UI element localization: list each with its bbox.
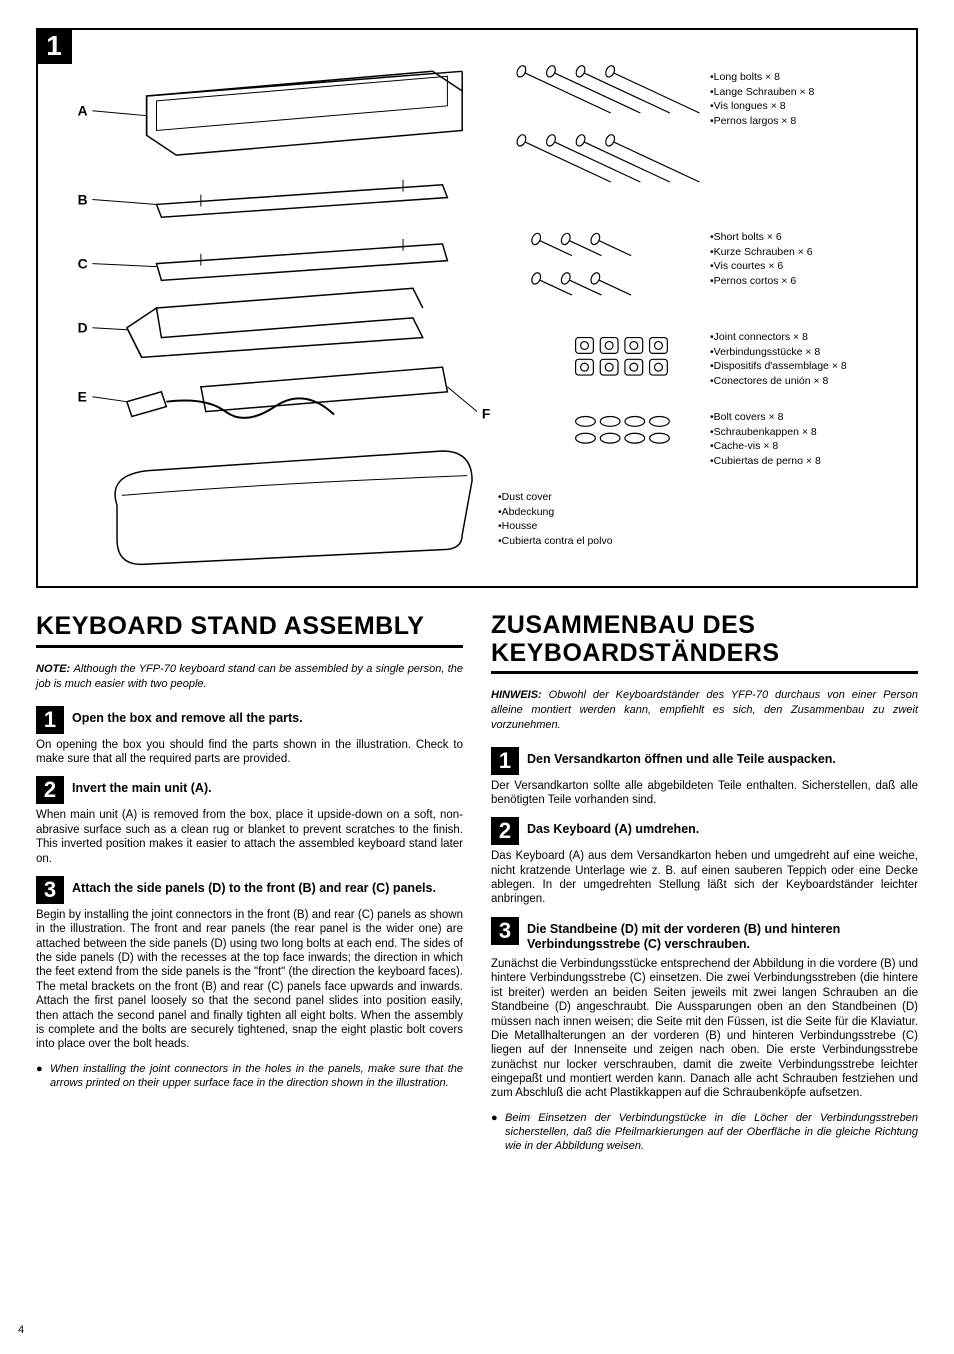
de-step-3: 3 Die Standbeine (D) mit der vorderen (B…	[491, 917, 918, 1101]
english-bullet-note: When installing the joint connectors in …	[36, 1062, 463, 1091]
long-bolts-labels: •Long bolts × 8 •Lange Schrauben × 8 •Vi…	[710, 70, 814, 129]
en-step-3: 3 Attach the side panels (D) to the fron…	[36, 876, 463, 1052]
step-number-3: 3	[491, 917, 519, 945]
step-title: Invert the main unit (A).	[72, 776, 212, 797]
german-bullet-note: Beim Einsetzen der Verbindungstücke in d…	[491, 1111, 918, 1154]
part-label-f: F	[482, 406, 490, 421]
step-body: Das Keyboard (A) aus dem Versandkarton h…	[491, 849, 918, 907]
note-label: HINWEIS:	[491, 689, 542, 701]
short-bolts-labels: •Short bolts × 6 •Kurze Schrauben × 6 •V…	[710, 230, 813, 289]
step-body: When main unit (A) is removed from the b…	[36, 808, 463, 866]
en-step-2: 2 Invert the main unit (A). When main un…	[36, 776, 463, 866]
english-note: NOTE: Although the YFP-70 keyboard stand…	[36, 662, 463, 692]
step-number-1: 1	[491, 747, 519, 775]
step-body: Der Versandkarton sollte alle abgebildet…	[491, 779, 918, 808]
step-title: Den Versandkarton öffnen und alle Teile …	[527, 747, 836, 768]
part-label-c: C	[78, 257, 88, 272]
step-title: Das Keyboard (A) umdrehen.	[527, 817, 699, 838]
part-label-a: A	[78, 104, 88, 119]
step-body: On opening the box you should find the p…	[36, 738, 463, 767]
step-title: Attach the side panels (D) to the front …	[72, 876, 436, 897]
bolt-covers-labels: •Bolt covers × 8 •Schraubenkappen × 8 •C…	[710, 410, 821, 469]
note-label: NOTE:	[36, 663, 70, 675]
joint-connectors-labels: •Joint connectors × 8 •Verbindungsstücke…	[710, 330, 847, 389]
en-step-1: 1 Open the box and remove all the parts.…	[36, 706, 463, 767]
note-body: Although the YFP-70 keyboard stand can b…	[36, 663, 463, 690]
step-title: Open the box and remove all the parts.	[72, 706, 303, 727]
english-title: KEYBOARD STAND ASSEMBLY	[36, 612, 463, 648]
page-number: 4	[18, 1324, 24, 1336]
step-number-1: 1	[36, 706, 64, 734]
step-title: Die Standbeine (D) mit der vorderen (B) …	[527, 917, 918, 953]
part-label-d: D	[78, 321, 88, 336]
step-number-2: 2	[491, 817, 519, 845]
step-number-3: 3	[36, 876, 64, 904]
dust-cover-labels: •Dust cover •Abdeckung •Housse •Cubierta…	[498, 490, 613, 549]
german-column: ZUSAMMENBAU DES KEYBOARDSTÄNDERS HINWEIS…	[491, 612, 918, 1154]
part-label-b: B	[78, 192, 88, 207]
two-column-layout: KEYBOARD STAND ASSEMBLY NOTE: Although t…	[36, 612, 918, 1154]
de-step-1: 1 Den Versandkarton öffnen und alle Teil…	[491, 747, 918, 808]
part-label-e: E	[78, 390, 87, 405]
english-column: KEYBOARD STAND ASSEMBLY NOTE: Although t…	[36, 612, 463, 1154]
step-body: Zunächst die Verbindungsstücke entsprech…	[491, 957, 918, 1101]
note-body: Obwohl der Keyboardständer des YFP-70 du…	[491, 689, 918, 731]
step-number-2: 2	[36, 776, 64, 804]
step-body: Begin by installing the joint connectors…	[36, 908, 463, 1052]
de-step-2: 2 Das Keyboard (A) umdrehen. Das Keyboar…	[491, 817, 918, 907]
step-badge-1: 1	[36, 28, 72, 64]
german-title: ZUSAMMENBAU DES KEYBOARDSTÄNDERS	[491, 612, 918, 674]
diagram-container: 1	[36, 28, 918, 588]
german-note: HINWEIS: Obwohl der Keyboardständer des …	[491, 688, 918, 733]
